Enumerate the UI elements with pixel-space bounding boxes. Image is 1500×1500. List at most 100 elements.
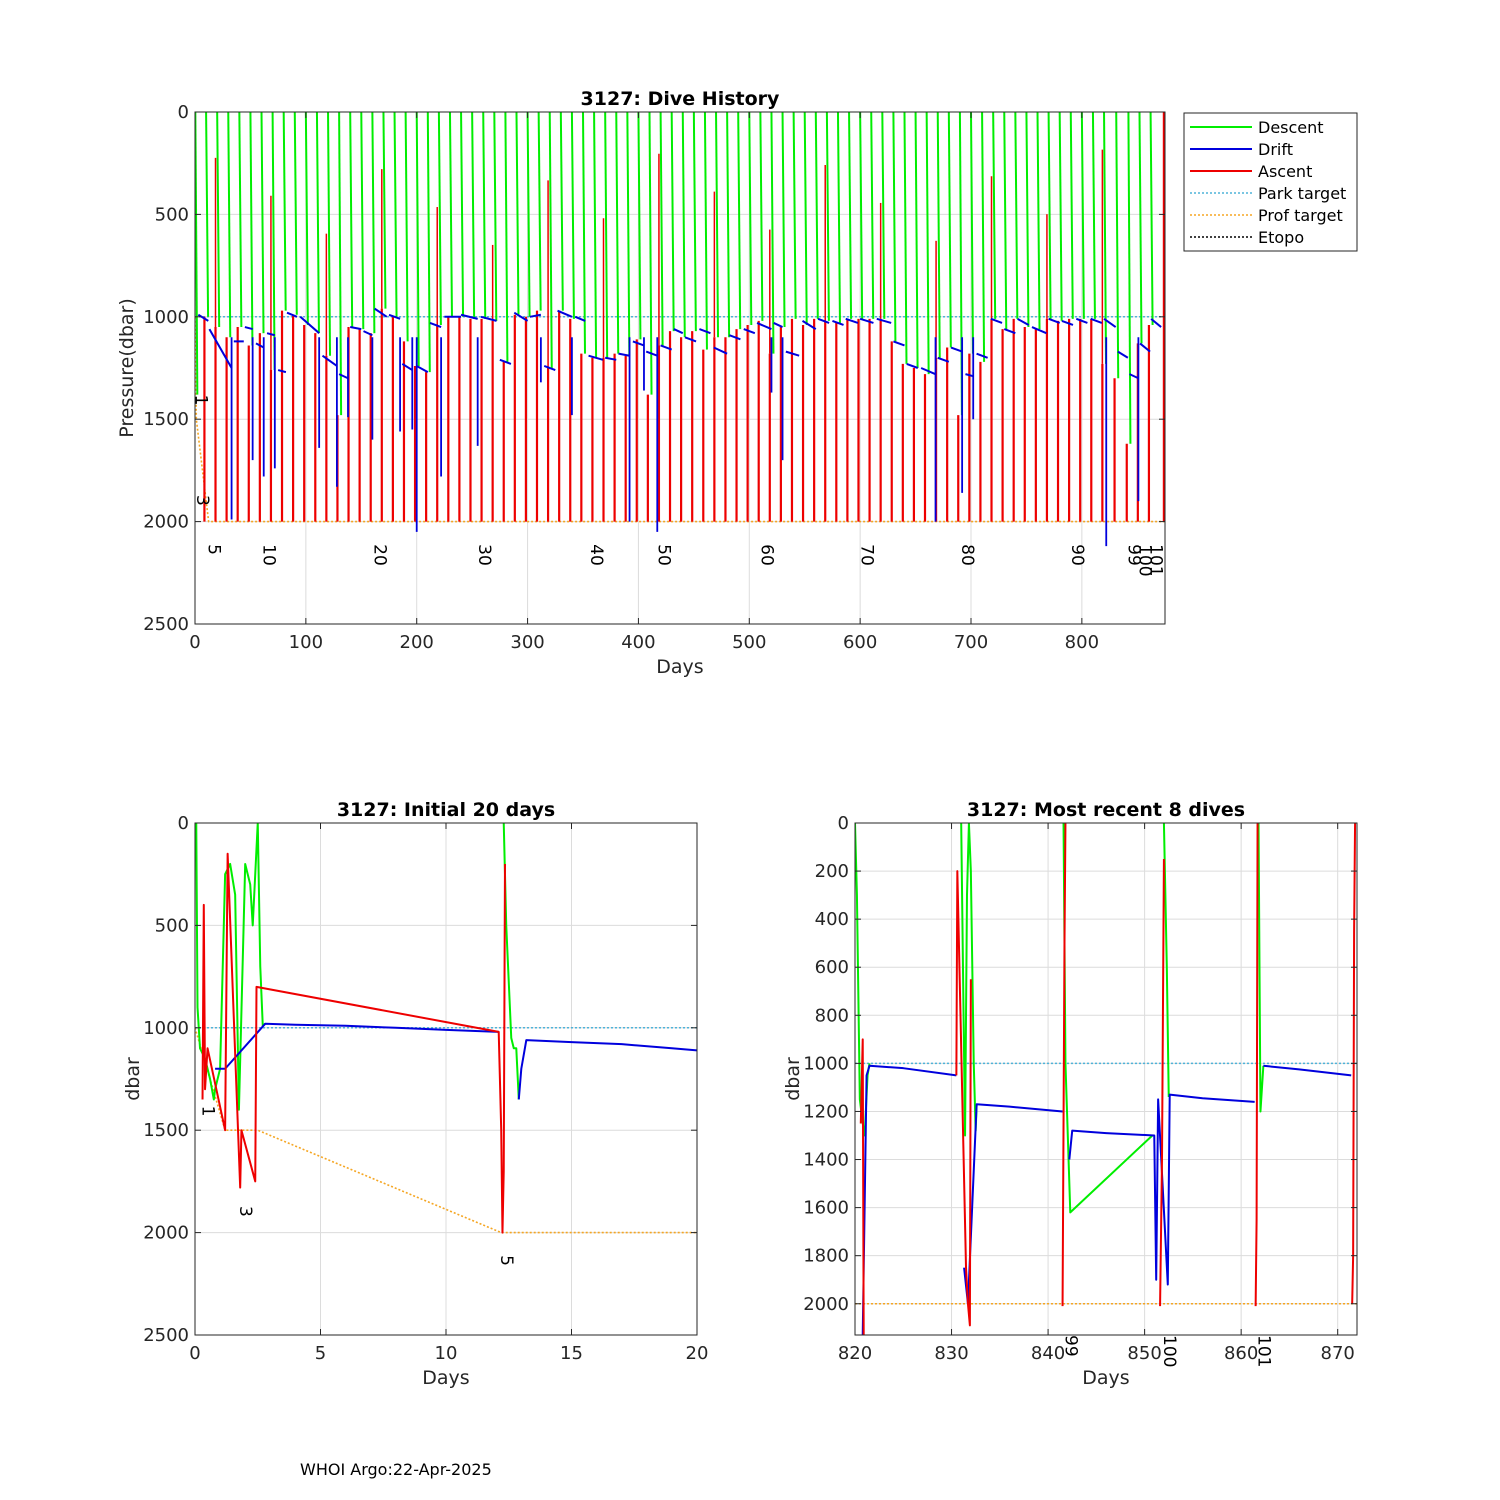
drift-segment [1031, 326, 1047, 335]
descent-spike [293, 112, 298, 315]
descent-spike [936, 112, 941, 358]
drift-segment [499, 358, 512, 365]
x-tick-label: 820 [838, 1343, 872, 1364]
descent-spike [604, 112, 609, 358]
drift-segment [557, 309, 573, 318]
descent-spike [681, 112, 686, 338]
descent-spike [1047, 112, 1052, 319]
x-tick-label: 100 [289, 632, 323, 653]
chart-title: 3127: Initial 20 days [337, 799, 555, 821]
plot-area [855, 823, 1357, 1335]
drift-segment [286, 311, 298, 318]
drift-segment [350, 326, 362, 331]
y-tick-label: 2000 [143, 512, 189, 533]
dive-number-label: 80 [957, 544, 977, 566]
y-axis-label: dbar [122, 1057, 144, 1101]
drift-segment [299, 316, 320, 334]
x-axis-label: Days [422, 1367, 469, 1389]
descent-spike [615, 112, 620, 354]
x-tick-label: 700 [954, 632, 988, 653]
descent-spike [338, 112, 343, 416]
dive-number-label: 90 [1067, 544, 1087, 566]
descent-spike [970, 112, 974, 354]
x-tick-label: 15 [560, 1343, 583, 1364]
drift-segment [876, 317, 892, 324]
drift-segment [859, 317, 874, 324]
dive-number-label: 5 [204, 544, 224, 555]
x-axis-label: Days [1082, 1367, 1129, 1389]
descent-spike [703, 112, 708, 350]
drift-segment [660, 344, 673, 351]
descent-spike [526, 112, 531, 317]
legend: Descent Drift Ascent Park target Prof target… [1183, 112, 1358, 252]
descent-spike [582, 112, 586, 354]
descent-spike [304, 112, 309, 326]
dive-history-axes: 0 100 200 300 400 500 600 700 800 0 500 1000 1500 200… [116, 88, 1166, 678]
ascent-trace [859, 1038, 865, 1335]
dive-number-label: 3 [235, 1206, 255, 1217]
x-tick-label: 20 [686, 1343, 709, 1364]
descent-spike [859, 112, 864, 319]
descent-spike [238, 112, 243, 328]
plot-area [195, 112, 1165, 547]
drift-segment [388, 313, 401, 320]
legend-label-drift: Drift [1258, 140, 1293, 159]
legend-label-descent: Descent [1258, 118, 1324, 137]
descent-spike [759, 112, 764, 321]
dive-number-label: 50 [653, 544, 673, 566]
y-tick-label: 2500 [143, 614, 189, 635]
most-recent-8-dives-axes: 820 830 840 850 860 870 0 200 400 600 800 1000 1200 1… [782, 799, 1358, 1389]
descent-spike [471, 112, 476, 319]
chart-title: 3127: Most recent 8 dives [967, 799, 1245, 821]
y-tick-label: 0 [838, 813, 849, 834]
descent-spike [947, 112, 952, 348]
dive-number-label: 100 [1135, 544, 1155, 576]
drift-segment [743, 328, 756, 335]
footer-credit: WHOI Argo:22-Apr-2025 [300, 1460, 492, 1479]
legend-label-etopo: Etopo [1258, 228, 1304, 247]
descent-spike [216, 112, 221, 328]
drift-segment [756, 322, 772, 331]
dive-number-label: 1 [190, 395, 210, 406]
drift-segment [817, 317, 830, 324]
descent-spike [737, 112, 742, 330]
descent-spike [482, 112, 487, 319]
dive-number-label: 10 [259, 544, 279, 566]
dive-number-label: 1 [198, 1106, 218, 1117]
y-tick-label: 400 [815, 909, 849, 930]
drift-segment [645, 350, 658, 357]
descent-spike [570, 112, 575, 319]
descent-spike [437, 112, 442, 326]
descent-spike [792, 112, 797, 319]
x-tick-label: 850 [1127, 1343, 1161, 1364]
drift-segment [244, 326, 253, 331]
y-tick-label: 1600 [803, 1198, 849, 1219]
x-tick-label: 400 [621, 632, 655, 653]
drift-segment [401, 363, 413, 371]
drift-segment [1103, 318, 1117, 328]
descent-spike [1103, 112, 1108, 364]
dive-number-label: 100 [1159, 1335, 1179, 1367]
x-axis-label: Days [656, 656, 703, 678]
descent-spike [1003, 112, 1008, 330]
drift-segment [950, 346, 963, 353]
ascent-trace [1254, 823, 1259, 1307]
descent-spike [726, 112, 731, 338]
y-tick-label: 1000 [143, 307, 189, 328]
drift-segment [255, 342, 265, 349]
drift-segment [1129, 373, 1139, 380]
y-tick-label: 2000 [803, 1294, 849, 1315]
y-tick-label: 1000 [803, 1053, 849, 1074]
descent-spike [981, 112, 986, 362]
prof-target-line [195, 1027, 697, 1234]
drift-segment [728, 334, 741, 341]
drift-segment [632, 340, 645, 347]
descent-spike [227, 112, 232, 338]
descent-spike [881, 112, 886, 319]
descent-spike [1115, 112, 1120, 379]
descent-spike [992, 112, 997, 319]
descent-spike [848, 112, 853, 319]
dive-number-label: 101 [1254, 1335, 1274, 1367]
descent-spike [925, 112, 930, 375]
